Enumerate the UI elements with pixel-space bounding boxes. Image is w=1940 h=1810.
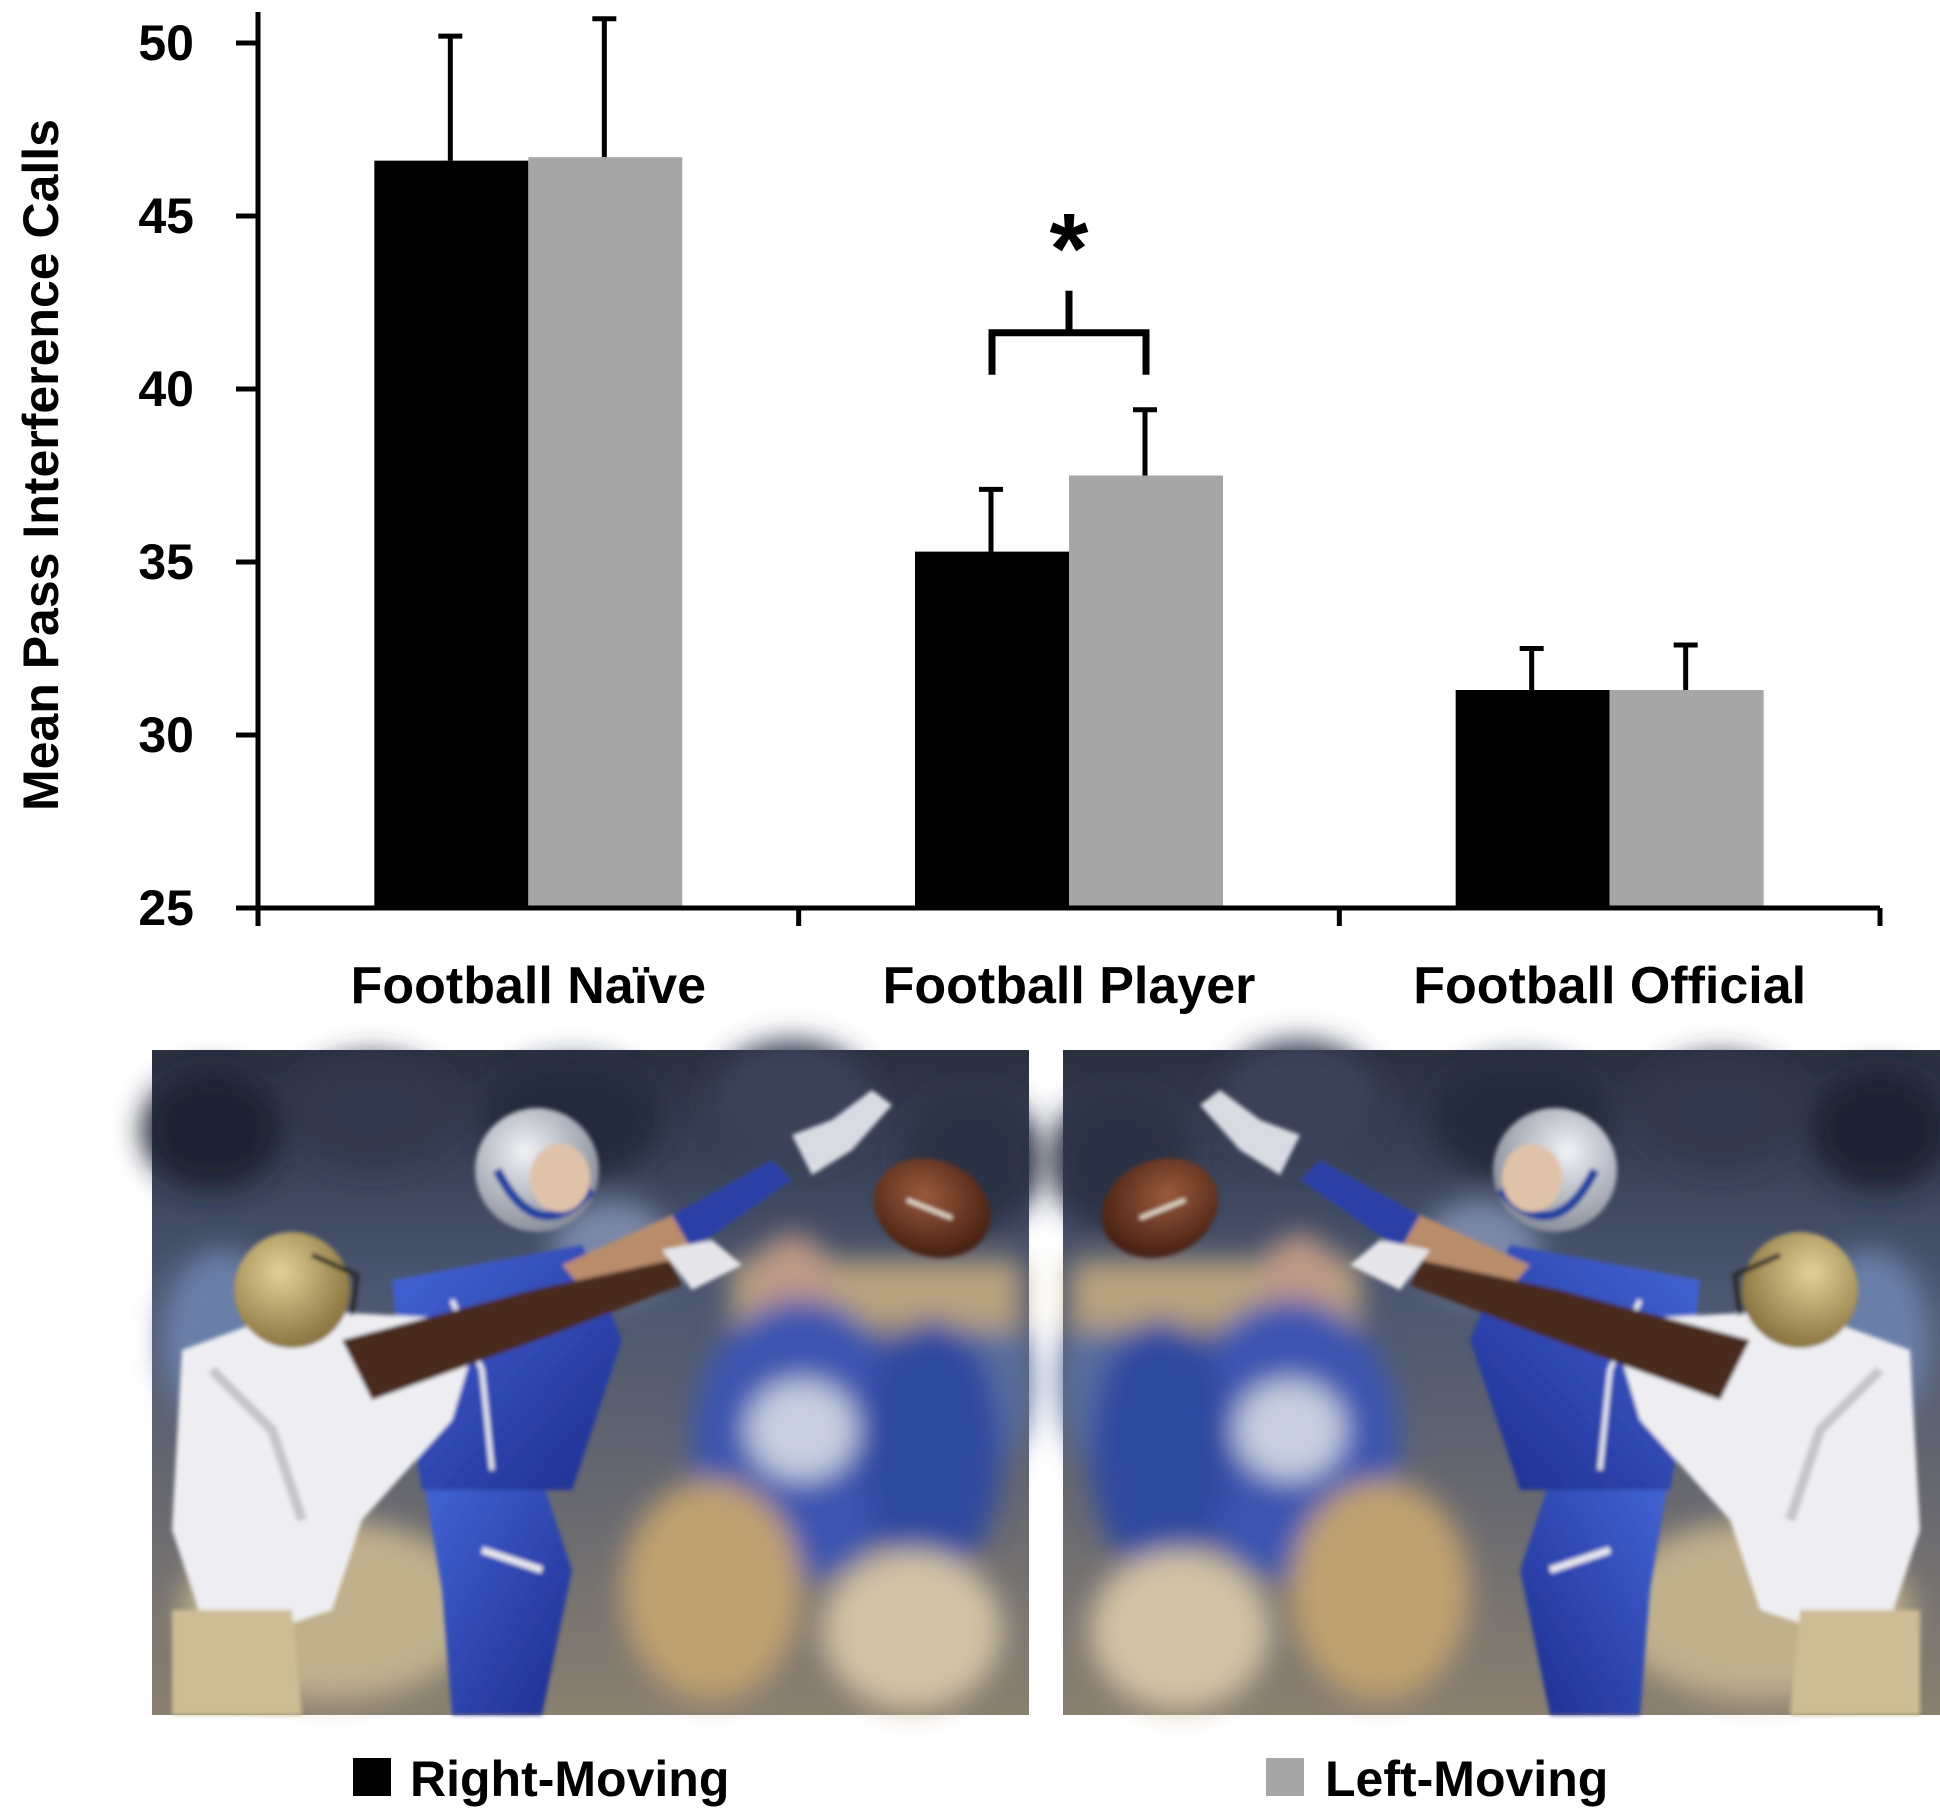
legend-label-right-moving: Right-Moving: [410, 1751, 729, 1807]
y-axis-title: Mean Pass Interference Calls: [13, 119, 69, 811]
y-tick-label: 45: [138, 188, 194, 244]
significance-star: *: [1050, 193, 1089, 305]
y-tick-label: 25: [138, 880, 194, 936]
photo-panel-right-moving: [142, 1040, 1042, 1715]
plot-area: Football Naïve Football Player Football Of…: [138, 12, 1883, 1015]
legend: Right-Moving Left-Moving: [353, 1751, 1608, 1807]
legend-label-left-moving: Left-Moving: [1325, 1751, 1608, 1807]
y-tick-label: 35: [138, 534, 194, 590]
legend-swatch-right-moving: [353, 1758, 391, 1796]
bar: [1069, 475, 1223, 908]
y-tick-label: 50: [138, 15, 194, 71]
x-tick-label: Football Player: [883, 957, 1256, 1015]
photo-panel-left-moving: [1050, 1040, 1940, 1715]
significance-bracket: [988, 329, 1150, 375]
bar: [374, 160, 529, 908]
y-tick-label: 30: [138, 707, 194, 763]
x-tick-label: Football Naïve: [351, 957, 706, 1015]
bar: [528, 157, 683, 908]
bar: [915, 551, 1069, 908]
x-tick-label: Football Official: [1413, 957, 1806, 1015]
bar: [1609, 690, 1764, 908]
legend-swatch-left-moving: [1266, 1758, 1304, 1796]
bar: [1455, 690, 1610, 908]
y-tick-label: 40: [138, 361, 194, 417]
